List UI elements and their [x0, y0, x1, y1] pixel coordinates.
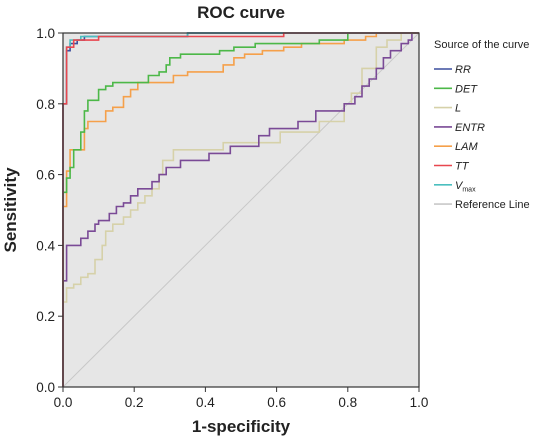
- chart-title: ROC curve: [197, 3, 285, 22]
- x-tick-label: 0.2: [125, 395, 144, 410]
- y-tick-label: 0.0: [36, 380, 55, 395]
- y-tick-label: 0.6: [36, 168, 55, 183]
- legend-entry-label: ENTR: [455, 122, 485, 134]
- series-line-l: [62, 32, 419, 387]
- y-tick-label: 0.2: [36, 309, 55, 324]
- x-tick-label: 0.0: [54, 395, 73, 410]
- series-line-tt: [62, 32, 419, 387]
- legend-entry-label: LAM: [455, 141, 478, 153]
- x-tick-label: 0.6: [267, 395, 286, 410]
- y-tick-label: 0.4: [36, 238, 55, 253]
- x-tick-label: 0.4: [196, 395, 215, 410]
- x-tick-label: 0.8: [338, 395, 357, 410]
- x-tick-label: 1.0: [410, 395, 429, 410]
- series-line-reference-line: [62, 32, 420, 388]
- y-tick-label: 0.8: [36, 97, 55, 112]
- legend: Source of the curve RR DET L ENTR LAM TT Vmax R…: [434, 39, 530, 211]
- legend-entry-label: Vmax: [455, 180, 476, 194]
- legend-title: Source of the curve: [434, 39, 529, 51]
- legend-entry-label: Reference Line: [455, 199, 530, 211]
- series-line-det: [62, 32, 419, 387]
- y-tick-label: 1.0: [36, 26, 55, 41]
- x-axis-label: 1-specificity: [192, 417, 291, 436]
- legend-entry-label: L: [455, 103, 461, 115]
- legend-entry-label: TT: [455, 161, 470, 173]
- plot-frame: [62, 32, 420, 388]
- y-axis-label: Sensitivity: [1, 167, 20, 253]
- legend-entry-label: RR: [455, 64, 471, 76]
- legend-entry-label: DET: [455, 83, 478, 95]
- series-line-entr: [62, 32, 419, 387]
